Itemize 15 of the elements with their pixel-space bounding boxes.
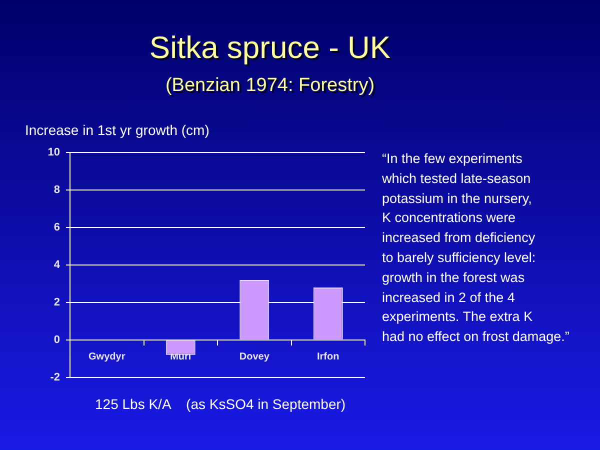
x-tick-label: Gwydyr: [88, 352, 126, 363]
y-tick-label: 10: [48, 146, 60, 159]
text: “In the few experiments which tested late-season potassium in the nursery, K concentrations were increased from deficiency to barely sufficiency level: growth in the forest was increased in 2 of the 4 experiments. The extra K had no effect on frost damage.”: [382, 151, 570, 344]
x-axis-title: 125 Lbs K/A (as KsSO4 in September): [95, 396, 346, 412]
y-axis-title: Increase in 1st yr growth (cm): [25, 122, 210, 138]
x-tick-label: Dovey: [239, 352, 270, 363]
y-tick-label: 4: [54, 259, 61, 272]
y-tick-label: 0: [54, 334, 60, 346]
chart-title: Sitka spruce - UK: [148, 30, 392, 66]
y-tick-label: 6: [54, 222, 60, 234]
x-tick-label: Irfon: [317, 352, 340, 363]
y-tick-label: 2: [54, 296, 60, 308]
y-tick-label: -2: [50, 371, 60, 384]
y-tick-label: 8: [54, 184, 60, 196]
chart-subtitle: (Benzian 1974: Forestry): [164, 75, 376, 97]
